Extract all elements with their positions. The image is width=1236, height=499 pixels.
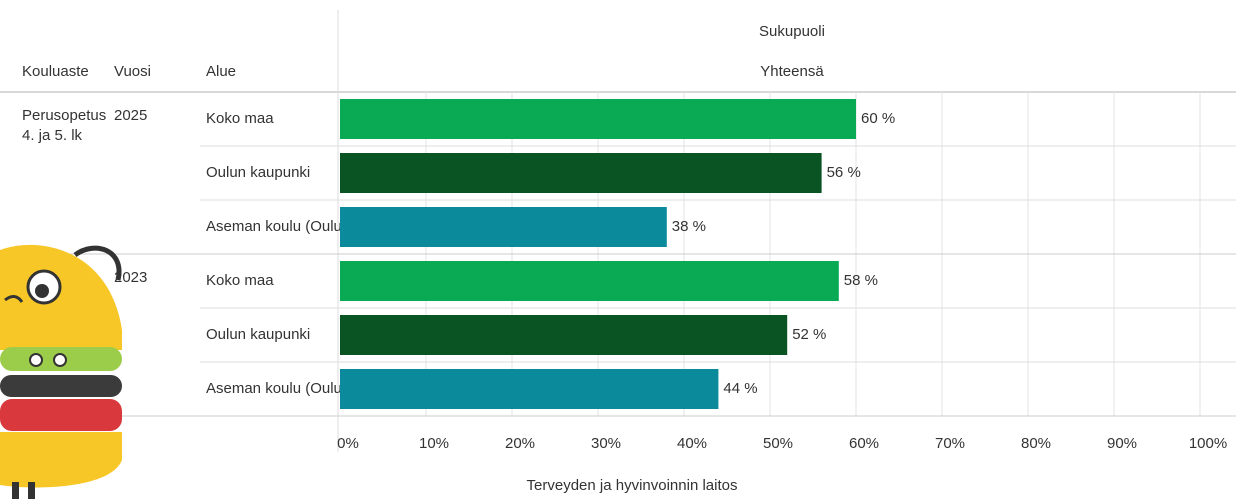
- x-tick-label: 60%: [849, 435, 879, 452]
- year: 2023: [114, 269, 148, 286]
- x-tick-label: 10%: [419, 435, 449, 452]
- source: Terveyden ja hyvinvoinnin laitos: [527, 477, 738, 494]
- x-tick-label: 90%: [1107, 435, 1137, 452]
- bar: [340, 315, 788, 355]
- x-tick-label: 80%: [1021, 435, 1051, 452]
- bar: [340, 369, 719, 409]
- column-header: Kouluaste: [22, 63, 89, 80]
- bar: [340, 207, 667, 247]
- bar: [340, 99, 856, 139]
- region-label: Aseman koulu (Oulu): [206, 380, 347, 397]
- region-label: Oulun kaupunki: [206, 326, 310, 343]
- x-tick-label: 30%: [591, 435, 621, 452]
- school-level: Perusopetus 4. ja 5. lk: [22, 107, 107, 144]
- column-header: Vuosi: [114, 63, 151, 80]
- region-label: Oulun kaupunki: [206, 164, 310, 181]
- region-label: Koko maa: [206, 110, 274, 127]
- x-tick-label: 70%: [935, 435, 965, 452]
- legend-title: Sukupuoli: [759, 23, 825, 40]
- x-tick-label: 0%: [337, 435, 359, 452]
- region-label: Koko maa: [206, 272, 274, 289]
- x-tick-label: 40%: [677, 435, 707, 452]
- x-tick-label: 50%: [763, 435, 793, 452]
- value-label: 52 %: [792, 326, 826, 343]
- year: 2025: [114, 107, 148, 124]
- column-header: Alue: [206, 63, 236, 80]
- value-label: 44 %: [723, 380, 757, 397]
- series-name: Yhteensä: [760, 63, 824, 80]
- x-tick-label: 20%: [505, 435, 535, 452]
- value-label: 38 %: [672, 218, 706, 235]
- bar: [340, 261, 839, 301]
- value-label: 56 %: [827, 164, 861, 181]
- region-label: Aseman koulu (Oulu): [206, 218, 347, 235]
- value-label: 58 %: [844, 272, 878, 289]
- value-label: 60 %: [861, 110, 895, 127]
- bar: [340, 153, 822, 193]
- x-tick-label: 100%: [1189, 435, 1227, 452]
